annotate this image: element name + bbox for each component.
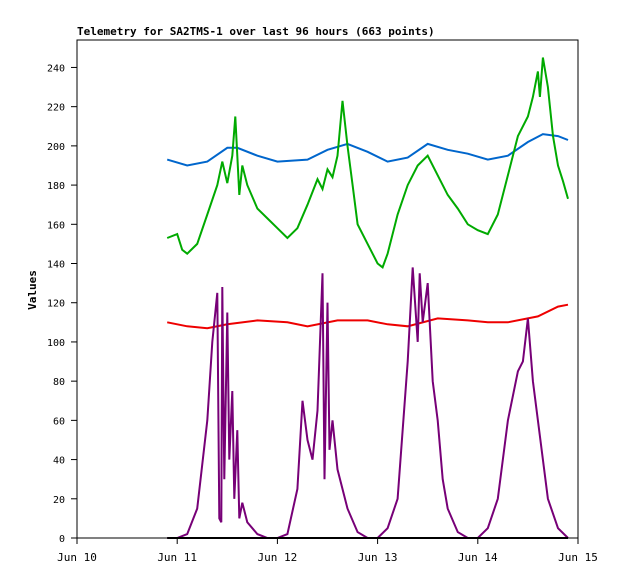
y-tick-label: 200 — [47, 142, 65, 153]
y-axis-label: Values — [26, 270, 39, 310]
y-tick-label: 0 — [59, 534, 65, 545]
x-tick-label: Jun 15 — [558, 551, 598, 564]
x-tick-label: Jun 14 — [458, 551, 498, 564]
y-tick-label: 240 — [47, 63, 65, 74]
y-tick-label: 140 — [47, 260, 65, 271]
y-tick-label: 160 — [47, 220, 65, 231]
x-tick-label: Jun 11 — [157, 551, 197, 564]
x-tick-label: Jun 10 — [57, 551, 97, 564]
y-tick-label: 40 — [53, 456, 65, 467]
y-tick-label: 60 — [53, 416, 65, 427]
chart-title: Telemetry for SA2TMS-1 over last 96 hour… — [77, 25, 435, 38]
series-purple-line — [167, 267, 569, 539]
y-tick-label: 120 — [47, 299, 65, 310]
y-tick-label: 180 — [47, 181, 65, 192]
y-tick-label: 20 — [53, 495, 65, 506]
series-green-line — [166, 57, 569, 270]
y-tick-label: 220 — [47, 103, 65, 114]
series-blue-line — [166, 133, 569, 167]
y-tick-label: 80 — [53, 377, 65, 388]
y-tick-label: 100 — [47, 338, 65, 349]
x-tick-label: Jun 12 — [258, 551, 298, 564]
series-red-line — [167, 303, 569, 330]
x-tick-label: Jun 13 — [358, 551, 398, 564]
